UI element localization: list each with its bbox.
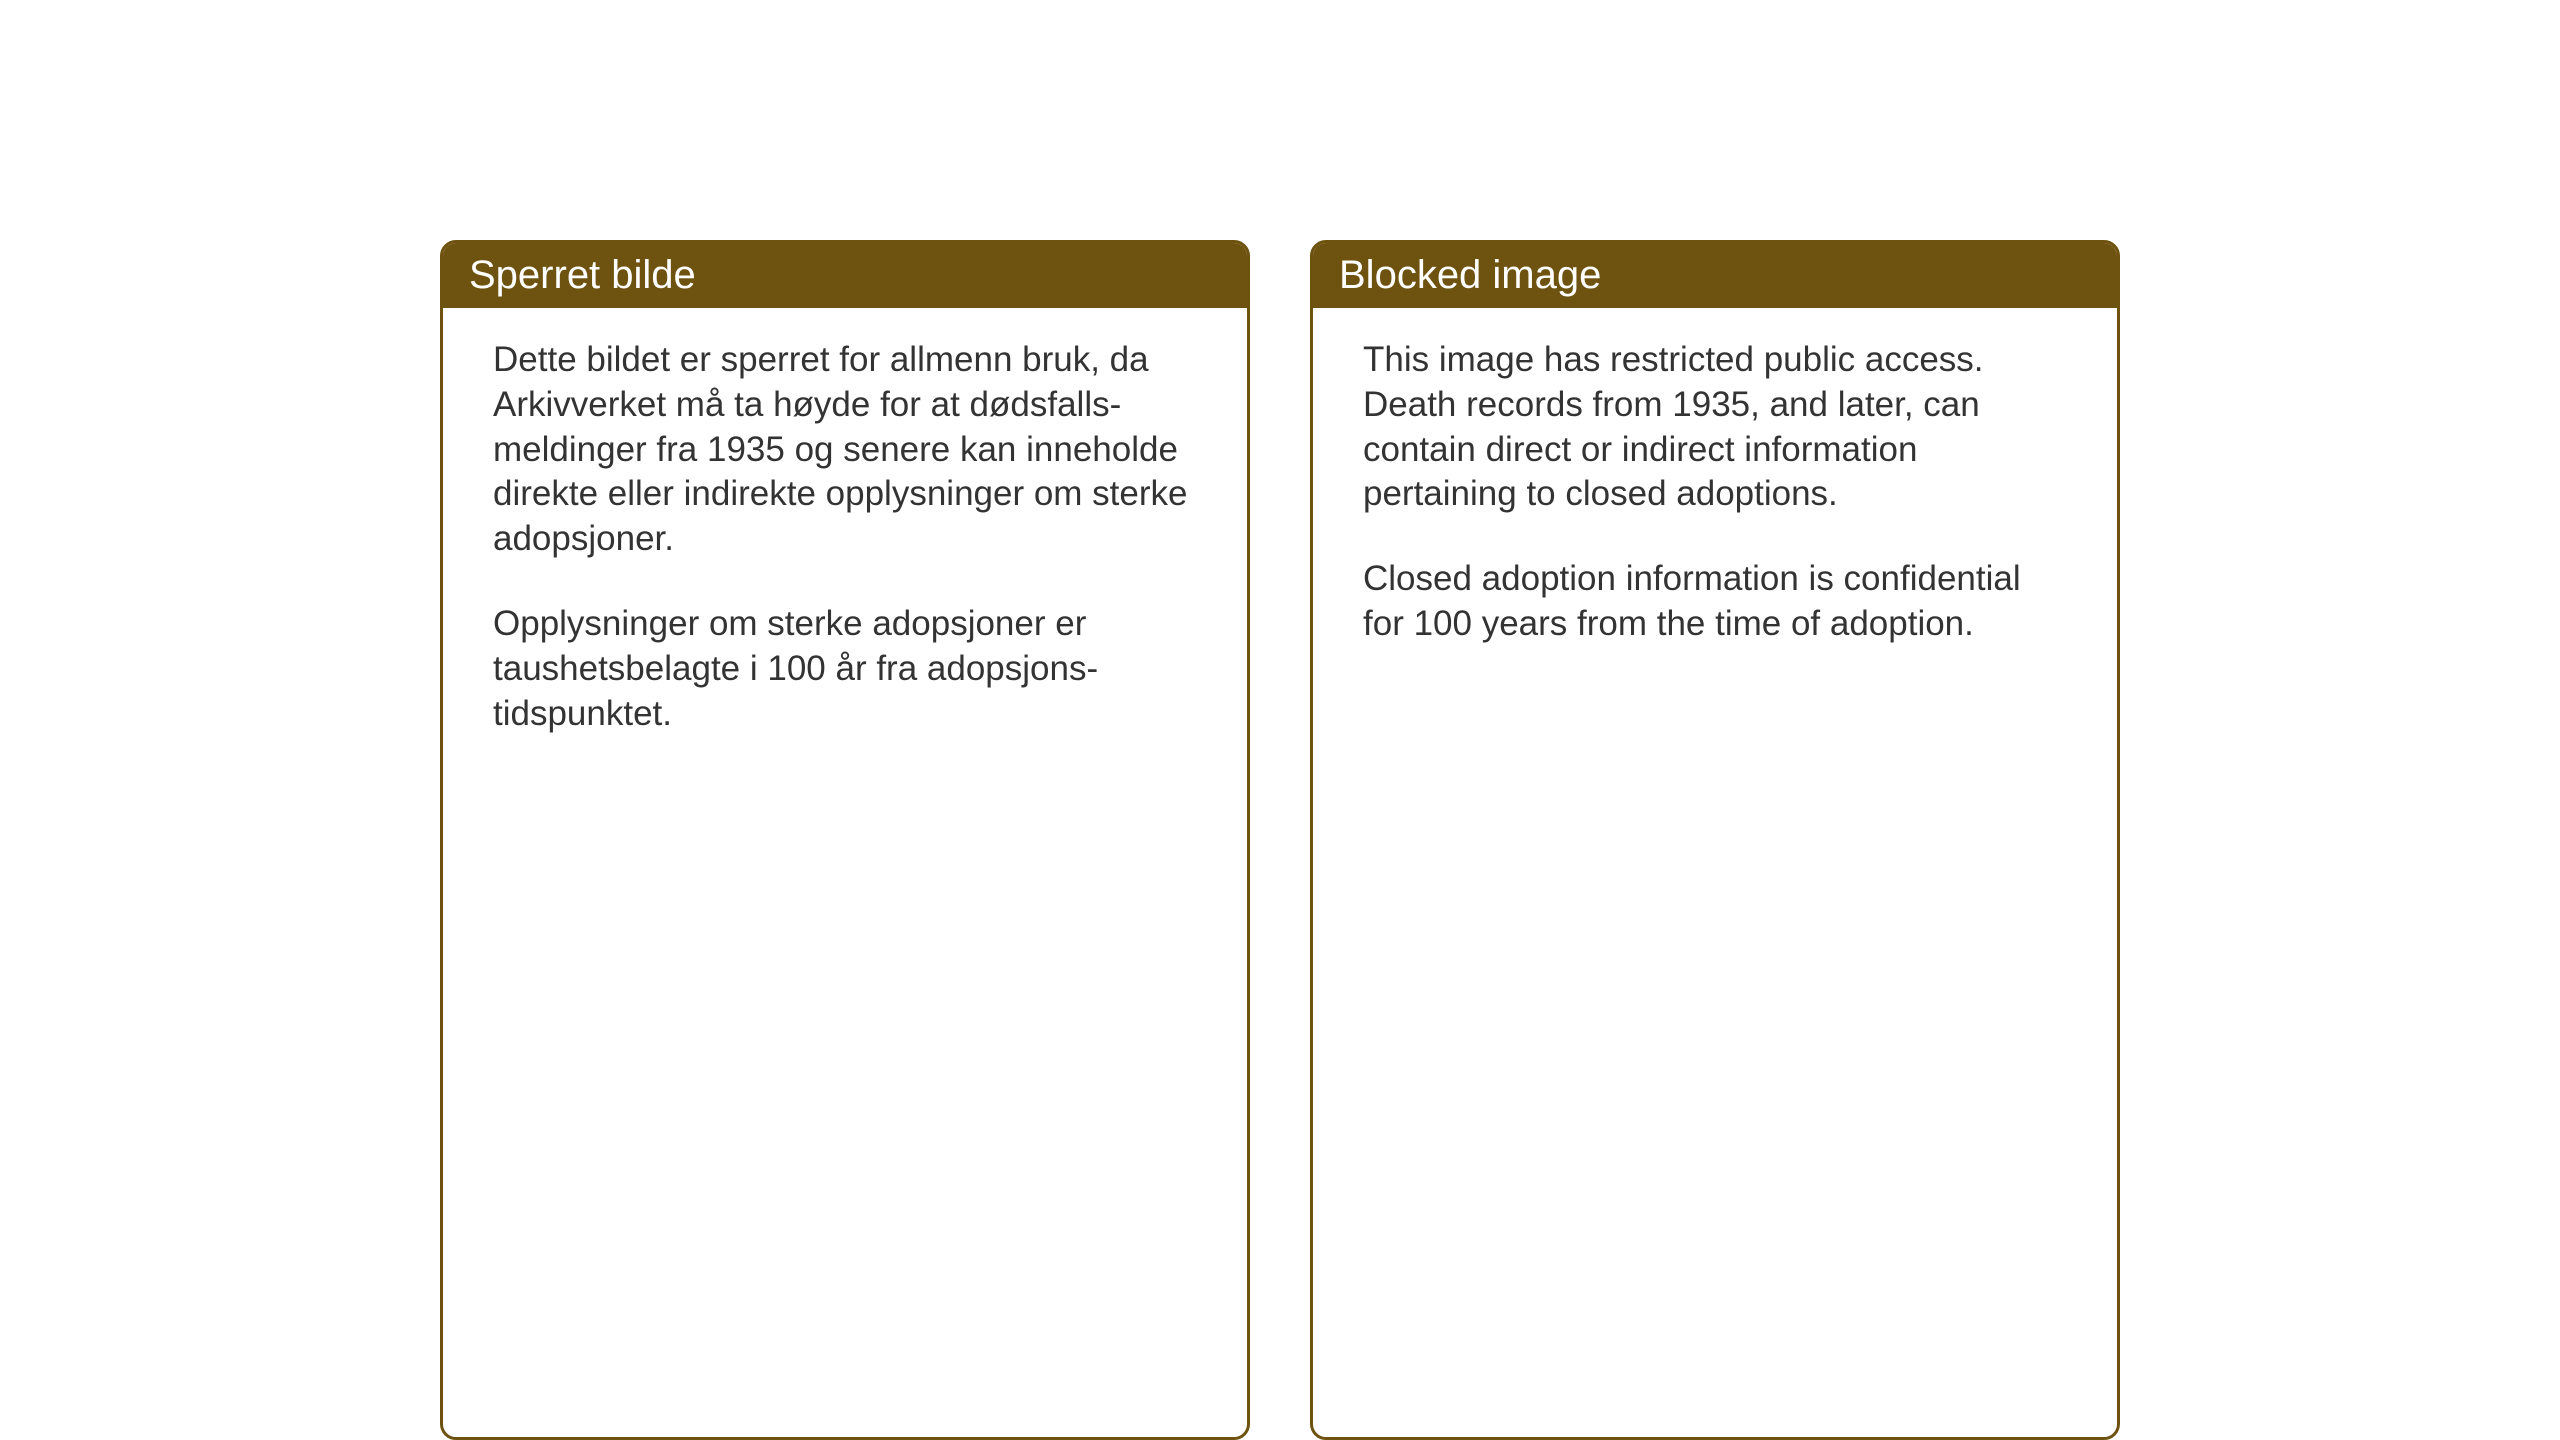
english-notice-box: Blocked image This image has restricted … — [1310, 240, 2120, 1440]
english-notice-body: This image has restricted public access.… — [1313, 308, 2117, 697]
norwegian-notice-title: Sperret bilde — [443, 243, 1247, 308]
english-paragraph-2: Closed adoption information is confident… — [1363, 557, 2067, 647]
norwegian-notice-body: Dette bildet er sperret for allmenn bruk… — [443, 308, 1247, 786]
english-notice-title: Blocked image — [1313, 243, 2117, 308]
notice-container: Sperret bilde Dette bildet er sperret fo… — [440, 240, 2120, 1440]
english-paragraph-1: This image has restricted public access.… — [1363, 338, 2067, 517]
norwegian-paragraph-1: Dette bildet er sperret for allmenn bruk… — [493, 338, 1197, 562]
norwegian-notice-box: Sperret bilde Dette bildet er sperret fo… — [440, 240, 1250, 1440]
norwegian-paragraph-2: Opplysninger om sterke adopsjoner er tau… — [493, 602, 1197, 736]
